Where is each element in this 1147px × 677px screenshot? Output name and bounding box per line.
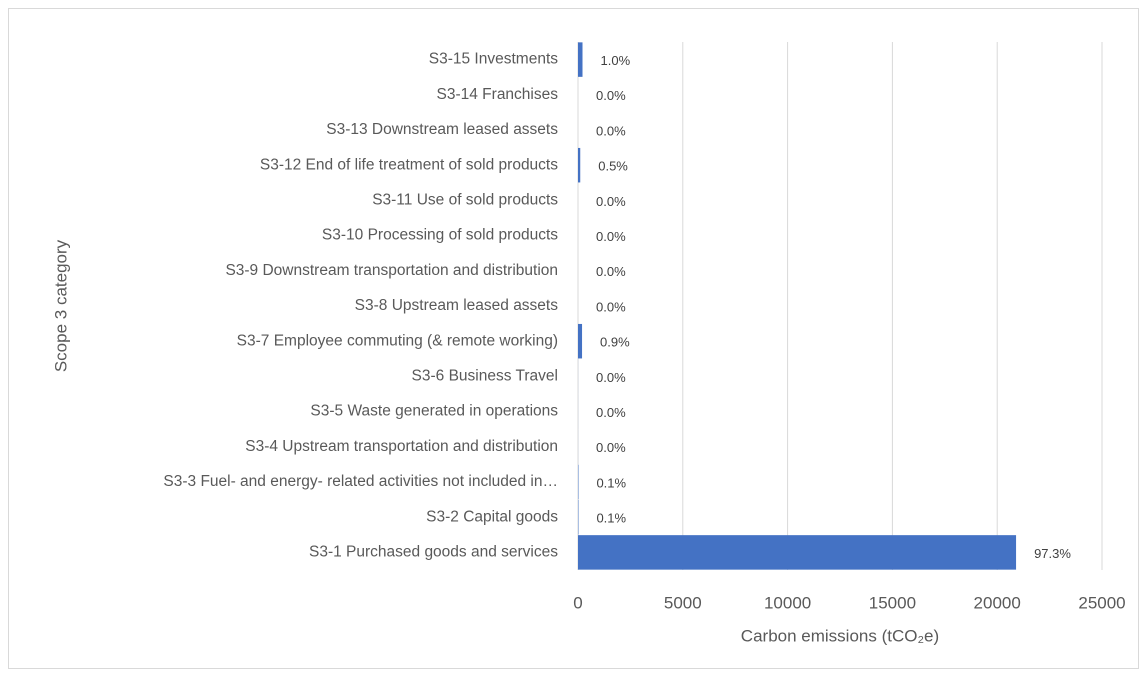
y-axis-title: Scope 3 category bbox=[51, 239, 70, 372]
y-tick-label: S3-13 Downstream leased assets bbox=[326, 121, 558, 138]
y-tick-label: S3-15 Investments bbox=[429, 51, 558, 68]
x-tick-label: 15000 bbox=[869, 593, 916, 612]
data-label: 0.9% bbox=[600, 335, 630, 350]
data-label: 0.0% bbox=[596, 370, 626, 385]
x-tick-label: 10000 bbox=[764, 593, 811, 612]
data-label: 0.0% bbox=[596, 440, 626, 455]
y-tick-label: S3-4 Upstream transportation and distrib… bbox=[245, 438, 558, 455]
data-label: 0.1% bbox=[596, 511, 626, 526]
y-tick-label: S3-6 Business Travel bbox=[412, 367, 558, 384]
bar bbox=[578, 147, 581, 183]
y-tick-label: S3-3 Fuel- and energy- related activitie… bbox=[163, 473, 558, 490]
y-tick-label: S3-5 Waste generated in operations bbox=[310, 403, 558, 420]
y-tick-label: S3-2 Capital goods bbox=[426, 508, 558, 525]
data-label: 0.5% bbox=[598, 159, 628, 174]
bar bbox=[578, 42, 583, 77]
y-tick-label: S3-10 Processing of sold products bbox=[322, 227, 558, 244]
data-label: 0.0% bbox=[596, 264, 626, 279]
x-tick-label: 5000 bbox=[664, 593, 702, 612]
y-tick-label: S3-8 Upstream leased assets bbox=[355, 297, 559, 314]
y-tick-label: S3-14 Franchises bbox=[437, 86, 559, 103]
y-tick-label: S3-9 Downstream transportation and distr… bbox=[225, 262, 558, 279]
data-label: 0.0% bbox=[596, 229, 626, 244]
x-tick-label: 0 bbox=[573, 593, 582, 612]
y-tick-label: S3-12 End of life treatment of sold prod… bbox=[260, 156, 558, 173]
data-label: 0.0% bbox=[596, 88, 626, 103]
x-tick-label: 20000 bbox=[974, 593, 1021, 612]
data-label: 1.0% bbox=[601, 53, 631, 68]
data-label: 0.1% bbox=[596, 475, 626, 490]
x-axis-title: Carbon emissions (tCO₂e) bbox=[741, 626, 939, 645]
data-label: 0.0% bbox=[596, 405, 626, 420]
data-label: 0.0% bbox=[596, 194, 626, 209]
data-label: 0.0% bbox=[596, 123, 626, 138]
data-label: 97.3% bbox=[1034, 546, 1071, 561]
x-tick-label: 25000 bbox=[1078, 593, 1125, 612]
y-tick-label: S3-7 Employee commuting (& remote workin… bbox=[237, 332, 558, 349]
y-tick-label: S3-11 Use of sold products bbox=[372, 191, 558, 208]
data-label: 0.0% bbox=[596, 299, 626, 314]
bar bbox=[578, 323, 583, 359]
bar bbox=[578, 535, 1017, 570]
y-tick-label: S3-1 Purchased goods and services bbox=[309, 543, 558, 560]
